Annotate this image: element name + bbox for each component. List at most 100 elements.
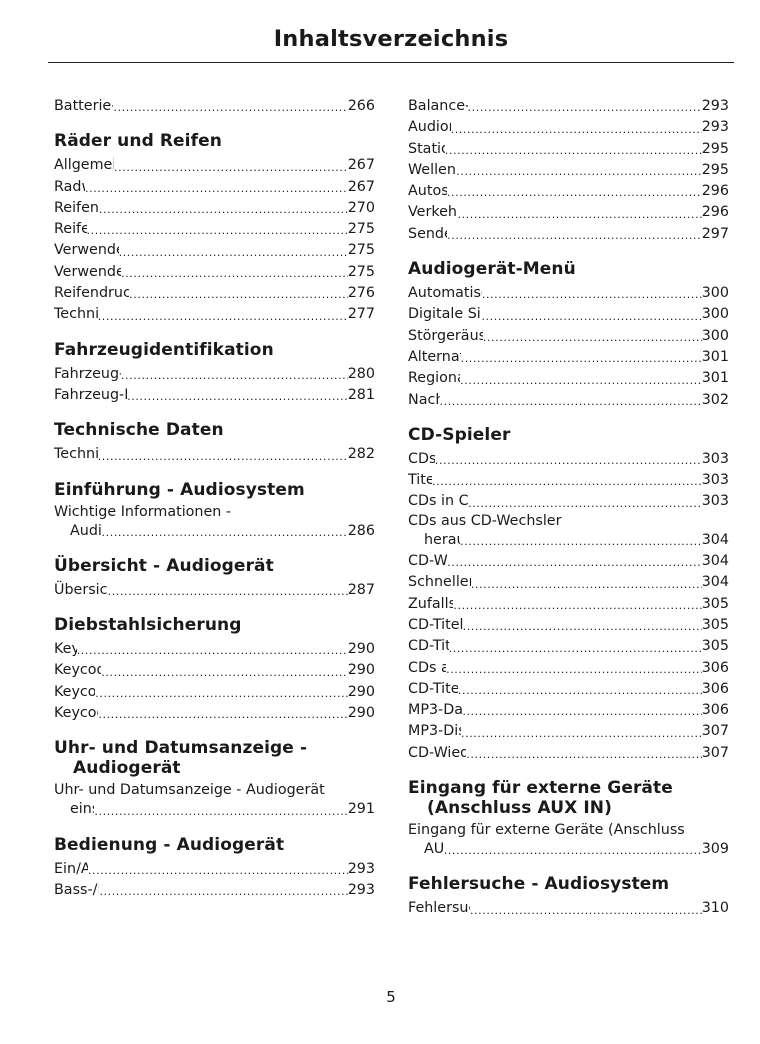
- toc-entry[interactable]: Digitale Signalverarbeitung (DSP) 300: [408, 304, 729, 325]
- toc-entry[interactable]: Wichtige Informationen - Audiosystem 286: [54, 504, 375, 542]
- leader-dots: [456, 163, 701, 181]
- toc-entry[interactable]: Stationstasten 295: [408, 139, 729, 160]
- toc-entry-label: Reifenpflege: [54, 221, 87, 238]
- toc-entry-page: 276: [347, 285, 375, 302]
- toc-entry-label: Uhr- und Datumsanzeige - Audiogerät: [54, 782, 325, 799]
- toc-entry[interactable]: Verwenden von Winterreifen 275: [54, 240, 375, 261]
- toc-entry[interactable]: Sendersuchlauf 297: [408, 224, 729, 245]
- leader-dots: [471, 576, 702, 594]
- section-title: Diebstahlsicherung: [54, 615, 242, 636]
- toc-entry[interactable]: Regionalmodus (REG) 301: [408, 368, 729, 389]
- toc-entry[interactable]: Nachrichten 302: [408, 390, 729, 411]
- toc-entry-page: 295: [701, 140, 729, 157]
- toc-entry[interactable]: Alternativ-Frequenzen 301: [408, 347, 729, 368]
- toc-entry-page: 304: [701, 553, 729, 570]
- toc-entry-label-cont: herausnehmen: [424, 531, 460, 548]
- toc-entry[interactable]: Balance-/Überblendregler 293: [408, 96, 729, 117]
- leader-dots: [87, 222, 348, 240]
- toc-entry[interactable]: Fahrzeug-Identifikations-Nummer 281: [54, 385, 375, 406]
- toc-entry[interactable]: Technische Daten 277: [54, 304, 375, 325]
- toc-entry[interactable]: CD-Titel wiederholen 306: [408, 679, 729, 700]
- toc-entry[interactable]: Autostore-Taste 296: [408, 181, 729, 202]
- toc-entry-page: 267: [347, 178, 375, 195]
- toc-entry[interactable]: Titelwahl 303: [408, 470, 729, 491]
- toc-entry[interactable]: Automatische Lautstärkeregelung 300: [408, 283, 729, 304]
- leader-dots: [470, 902, 702, 920]
- toc-entry[interactable]: Ein/Aus-Taste 293: [54, 859, 375, 880]
- toc-entry-page: 303: [701, 450, 729, 467]
- toc-entry[interactable]: CD-Titelsuchlauf 305: [408, 636, 729, 657]
- toc-entry[interactable]: Bass-/Höhenregler 293: [54, 880, 375, 901]
- toc-entry-page: 305: [701, 616, 729, 633]
- toc-entry[interactable]: Keycodeeingabe 290: [54, 682, 375, 703]
- toc-entry[interactable]: Uhr- und Datumsanzeige - Audiogerät eins…: [54, 782, 375, 820]
- leader-dots: [113, 99, 347, 117]
- toc-entry[interactable]: CD-Titelkomprimierung 305: [408, 615, 729, 636]
- toc-entry[interactable]: Reifenreparaturkit 270: [54, 198, 375, 219]
- toc-entry[interactable]: Fehlersuche - Audiosystem 310: [408, 898, 729, 919]
- toc-entry-page: 306: [701, 702, 729, 719]
- toc-entry[interactable]: CD-Wiedergabe beenden 307: [408, 743, 729, 764]
- toc-entry-page: 310: [701, 900, 729, 917]
- toc-entry[interactable]: Reifenpflege 275: [54, 219, 375, 240]
- section-title-line: (Anschluss AUX IN): [427, 798, 612, 819]
- leader-dots: [451, 121, 702, 139]
- leader-dots: [466, 746, 701, 764]
- toc-entry-label: Fahrzeug-Identifikationsschild: [54, 365, 121, 382]
- leader-dots: [468, 99, 702, 117]
- leader-dots: [99, 201, 348, 219]
- toc-entry-label: CDs in CD-Wechsler laden: [408, 493, 469, 510]
- section-technische-daten: Technische Daten Technische Daten 282: [54, 420, 375, 465]
- toc-entry-page: 275: [347, 263, 375, 280]
- toc-entry[interactable]: Audiomenü-Taste 293: [408, 117, 729, 138]
- section-title: Uhr- und Datumsanzeige - Audiogerät: [54, 738, 375, 778]
- toc-entry[interactable]: Verwenden von Schneeketten 275: [54, 262, 375, 283]
- toc-entry[interactable]: Technische Daten 282: [54, 444, 375, 465]
- toc-entry[interactable]: Übersicht - Audiogerät 287: [54, 580, 375, 601]
- toc-entry[interactable]: MP3-Display-Optionen 307: [408, 721, 729, 742]
- leader-dots: [440, 393, 702, 411]
- toc-entry[interactable]: Störgeräuschunterdrückung (CLIP) 300: [408, 326, 729, 347]
- toc-entry[interactable]: Schneller Vor- und Rücklauf 304: [408, 572, 729, 593]
- leader-dots: [444, 842, 702, 860]
- toc-entry[interactable]: CD-Wiedergabe 304: [408, 551, 729, 572]
- toc-entry[interactable]: Keycode inkorrekt 290: [54, 703, 375, 724]
- toc-entry[interactable]: MP3-Datei-Wiedergabe 306: [408, 700, 729, 721]
- leader-dots: [447, 554, 701, 572]
- toc-entry[interactable]: Zufallswiedergabe 305: [408, 594, 729, 615]
- toc-entry-label: Sendersuchlauf: [408, 225, 447, 242]
- toc-entry[interactable]: Batterie-Anschlusspunkte 266: [54, 96, 375, 117]
- toc-entry-page: 290: [347, 662, 375, 679]
- leader-dots: [95, 685, 347, 703]
- toc-entry[interactable]: Eingang für externe Geräte (Anschluss AU…: [408, 822, 729, 860]
- toc-entry[interactable]: Keycode 290: [54, 639, 375, 660]
- section-title: Räder und Reifen: [54, 131, 222, 152]
- toc-entry-label: MP3-Display-Optionen: [408, 723, 461, 740]
- toc-entry[interactable]: Keycode vergessen 290: [54, 660, 375, 681]
- toc-entry[interactable]: Radwechsel 267: [54, 177, 375, 198]
- section-einfuehrung-audiosystem: Einführung - Audiosystem Wichtige Inform…: [54, 480, 375, 542]
- toc-entry[interactable]: CDs laden 303: [408, 449, 729, 470]
- toc-entry[interactable]: Reifendrucküberwachungs-System 276: [54, 283, 375, 304]
- toc-entry[interactable]: CDs in CD-Wechsler laden 303: [408, 491, 729, 512]
- section-raeder-und-reifen: Räder und Reifen Allgemeine Informatione…: [54, 131, 375, 325]
- toc-entry-label: Nachrichten: [408, 391, 440, 408]
- leader-dots: [483, 329, 702, 347]
- toc-entry-label: Zufallswiedergabe: [408, 595, 454, 612]
- toc-entry-page: 303: [701, 472, 729, 489]
- toc-entry[interactable]: CDs auswerfen 306: [408, 658, 729, 679]
- leader-dots: [119, 244, 348, 262]
- leader-dots: [453, 597, 701, 615]
- toc-entry[interactable]: Fahrzeug-Identifikationsschild 280: [54, 364, 375, 385]
- toc-entry-page: 295: [701, 161, 729, 178]
- toc-entry-label: CDs laden: [408, 450, 435, 467]
- toc-entry-label: Eingang für externe Geräte (Anschluss: [408, 822, 685, 839]
- section-title-line: Uhr- und Datumsanzeige -: [54, 738, 308, 759]
- toc-entry-label-cont: AUX IN): [424, 841, 444, 858]
- toc-entry[interactable]: Verkehrsdurchsagen 296: [408, 202, 729, 223]
- toc-entry[interactable]: Wellenbereich-Taste 295: [408, 160, 729, 181]
- toc-entry-label: CDs aus CD-Wechsler: [408, 512, 562, 529]
- toc-entry[interactable]: Allgemeine Informationen 267: [54, 155, 375, 176]
- toc-entry[interactable]: CDs aus CD-Wechsler herausnehmen 304: [408, 513, 729, 551]
- leader-dots: [461, 725, 702, 743]
